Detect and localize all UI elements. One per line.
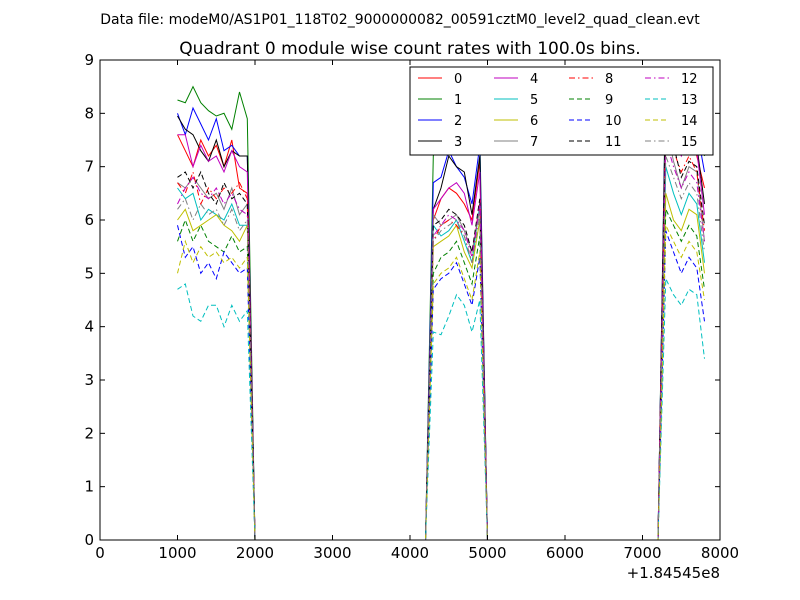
series-line-6 [177, 193, 705, 541]
legend-label-8: 8 [605, 72, 613, 87]
legend-label-15: 15 [681, 135, 698, 150]
series-line-10 [177, 225, 705, 541]
x-tick-label: 6000 [546, 544, 584, 562]
chart-title: Quadrant 0 module wise count rates with … [179, 39, 640, 59]
series-line-8 [177, 118, 705, 541]
legend-label-10: 10 [605, 114, 622, 129]
y-tick-label: 0 [84, 531, 94, 549]
x-tick-label: 0 [95, 544, 105, 562]
x-offset-label: +1.84545e8 [627, 564, 720, 582]
series-line-5 [177, 166, 705, 541]
legend-label-2: 2 [454, 114, 462, 129]
series-line-15 [177, 155, 705, 541]
legend-label-5: 5 [530, 93, 538, 108]
x-tick-label: 1000 [158, 544, 196, 562]
legend-label-12: 12 [681, 72, 698, 87]
y-tick-label: 2 [84, 424, 94, 442]
y-tick-label: 5 [84, 264, 94, 282]
legend-box [409, 66, 714, 156]
series-line-9 [177, 209, 705, 541]
x-tick-label: 2000 [236, 544, 274, 562]
x-tick-label: 8000 [701, 544, 739, 562]
legend-label-3: 3 [454, 135, 462, 150]
legend-label-4: 4 [530, 72, 538, 87]
legend-label-11: 11 [605, 135, 622, 150]
y-tick-label: 7 [84, 158, 94, 176]
series-line-14 [177, 225, 705, 541]
axis-ticks: 0 1000 2000 3000 4000 5000 6000 7000 80000123456… [84, 51, 739, 562]
x-tick-label: 7000 [623, 544, 661, 562]
legend-label-7: 7 [530, 135, 538, 150]
legend-label-6: 6 [530, 114, 538, 129]
y-tick-label: 6 [84, 211, 94, 229]
y-tick-label: 3 [84, 371, 94, 389]
y-tick-label: 4 [84, 318, 94, 336]
x-tick-label: 5000 [468, 544, 506, 562]
y-tick-label: 9 [84, 51, 94, 69]
x-tick-label: 4000 [391, 544, 429, 562]
legend-label-0: 0 [454, 72, 462, 87]
legend-label-14: 14 [681, 114, 698, 129]
y-tick-label: 1 [84, 478, 94, 496]
x-tick-label: 3000 [313, 544, 351, 562]
legend-label-13: 13 [681, 93, 698, 108]
y-tick-label: 8 [84, 104, 94, 122]
series-line-4 [177, 107, 705, 541]
legend-label-1: 1 [454, 93, 462, 108]
series-line-13 [177, 278, 705, 541]
data-file-label: Data file: modeM0/AS1P01_118T02_90000000… [100, 12, 700, 28]
legend-label-9: 9 [605, 93, 613, 108]
